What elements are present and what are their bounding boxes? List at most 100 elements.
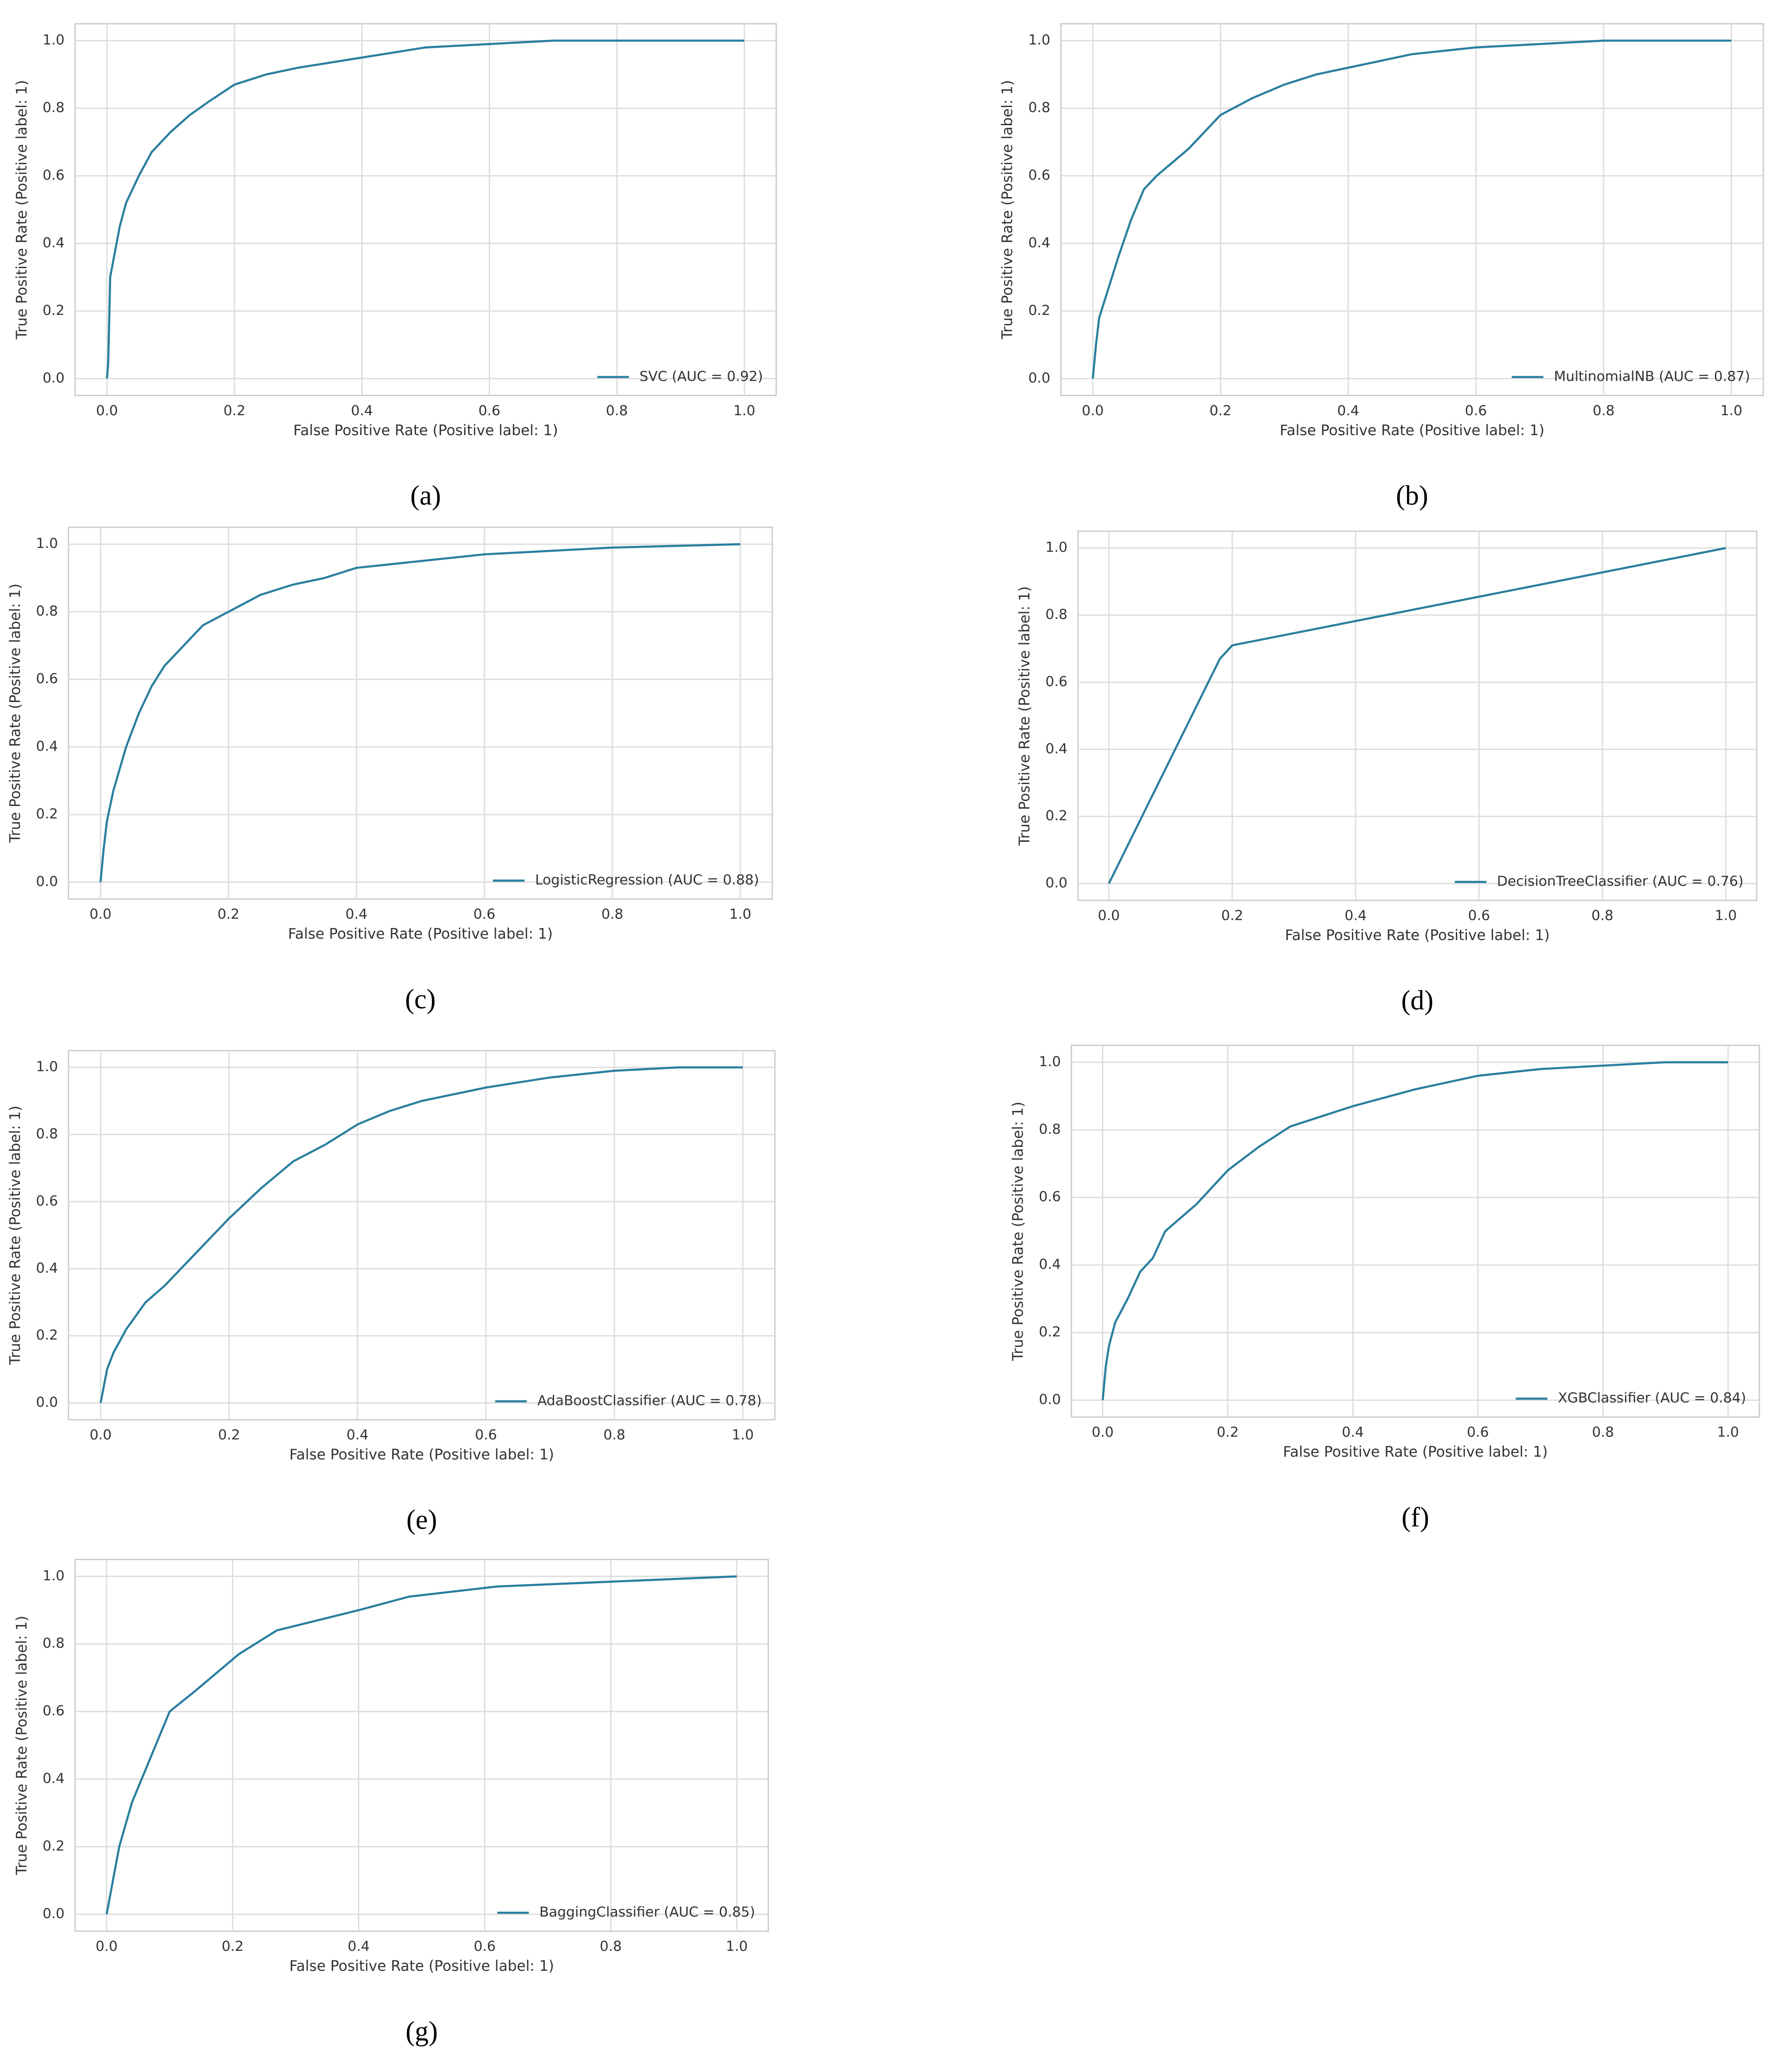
- x-tick-label: 0.4: [1345, 908, 1367, 923]
- y-tick-label: 0.0: [1039, 1392, 1061, 1408]
- y-tick-label: 0.6: [1039, 1189, 1061, 1205]
- y-axis-label: True Positive Rate (Positive label: 1): [13, 1615, 30, 1875]
- y-tick-label: 0.4: [1039, 1257, 1061, 1272]
- x-tick-label: 0.0: [1098, 908, 1120, 923]
- y-tick-label: 0.6: [43, 1703, 65, 1719]
- x-tick-label: 0.0: [1082, 403, 1104, 419]
- legend-label: AdaBoostClassifier (AUC = 0.78): [537, 1393, 762, 1409]
- x-tick-label: 0.6: [1467, 1424, 1489, 1440]
- plot-area: [1071, 1045, 1760, 1418]
- y-tick-label: 0.0: [36, 1394, 58, 1410]
- y-tick-label: 0.0: [43, 370, 65, 386]
- y-tick-label: 0.4: [43, 1771, 65, 1787]
- x-axis-label: False Positive Rate (Positive label: 1): [289, 1957, 554, 1974]
- y-tick-label: 0.6: [36, 1193, 58, 1209]
- caption: (f): [1401, 1502, 1429, 1532]
- y-tick-label: 0.4: [1045, 741, 1067, 757]
- x-tick-label: 0.6: [474, 1939, 496, 1954]
- x-tick-label: 0.2: [218, 1427, 240, 1443]
- x-tick-label: 0.6: [475, 1427, 497, 1443]
- roc-curve: [1108, 547, 1726, 884]
- y-axis-label: True Positive Rate (Positive label: 1): [1009, 1102, 1026, 1361]
- y-tick-label: 0.8: [36, 604, 58, 619]
- y-tick-label: 0.2: [43, 1838, 65, 1854]
- chart-panel: 0.0 0.2 0.4 0.6 0.8 1.0 0.0 0.2 0.4 0.6 0.8 1.0 Fals…: [6, 1050, 776, 1535]
- x-tick-label: 0.8: [606, 403, 628, 419]
- roc-curve: [1102, 1061, 1728, 1400]
- x-axis-label: False Positive Rate (Positive label: 1): [288, 925, 553, 943]
- x-tick-label: 0.2: [1217, 1424, 1239, 1440]
- y-tick-label: 0.8: [1045, 607, 1067, 623]
- roc-curve: [1092, 39, 1732, 379]
- x-tick-label: 0.4: [348, 1939, 370, 1954]
- y-tick-label: 0.8: [1028, 100, 1051, 116]
- chart-panel: 0.0 0.2 0.4 0.6 0.8 1.0 0.0 0.2 0.4 0.6 0.8 1.0 Fals…: [1009, 1045, 1760, 1532]
- x-tick-label: 0.2: [224, 403, 246, 419]
- x-tick-label: 0.8: [1593, 403, 1615, 419]
- y-tick-label: 1.0: [1028, 32, 1051, 48]
- y-tick-label: 1.0: [43, 1568, 65, 1584]
- legend-label: LogisticRegression (AUC = 0.88): [535, 872, 759, 888]
- plot-area: [68, 526, 773, 900]
- x-tick-label: 0.2: [1221, 908, 1244, 923]
- legend-label: DecisionTreeClassifier (AUC = 0.76): [1497, 874, 1743, 889]
- legend-label: XGBClassifier (AUC = 0.84): [1558, 1390, 1746, 1406]
- y-tick-label: 0.2: [1028, 303, 1051, 319]
- y-axis-label: True Positive Rate (Positive label: 1): [6, 584, 24, 843]
- y-tick-label: 0.2: [1039, 1324, 1061, 1340]
- x-tick-label: 0.0: [1092, 1424, 1114, 1440]
- x-tick-label: 0.6: [479, 403, 501, 419]
- x-axis-label: False Positive Rate (Positive label: 1): [1280, 422, 1545, 439]
- y-tick-label: 0.2: [43, 303, 65, 319]
- x-tick-label: 0.4: [1342, 1424, 1364, 1440]
- x-tick-label: 0.8: [601, 907, 623, 923]
- y-tick-label: 0.6: [36, 671, 58, 687]
- x-tick-label: 0.0: [96, 403, 118, 419]
- x-axis-label: False Positive Rate (Positive label: 1): [1285, 927, 1550, 944]
- x-tick-label: 0.4: [347, 1427, 369, 1443]
- roc-curve: [105, 1575, 737, 1915]
- x-tick-label: 0.0: [90, 1427, 112, 1443]
- y-tick-label: 1.0: [1045, 540, 1067, 555]
- x-tick-label: 0.8: [600, 1939, 622, 1954]
- x-tick-label: 0.2: [217, 907, 240, 923]
- y-tick-label: 0.8: [43, 1635, 65, 1651]
- x-tick-label: 0.2: [222, 1939, 244, 1954]
- y-tick-label: 0.4: [1028, 235, 1051, 251]
- y-axis-label: True Positive Rate (Positive label: 1): [6, 1105, 24, 1365]
- x-tick-label: 0.0: [89, 907, 112, 923]
- chart-panel: 0.0 0.2 0.4 0.6 0.8 1.0 0.0 0.2 0.4 0.6 0.8 1.0 Fals…: [6, 526, 773, 1015]
- chart-panel: 0.0 0.2 0.4 0.6 0.8 1.0 0.0 0.2 0.4 0.6 0.8 1.0 Fals…: [13, 23, 777, 511]
- x-tick-label: 0.8: [1592, 1424, 1614, 1440]
- x-tick-label: 1.0: [1720, 403, 1743, 419]
- x-tick-label: 0.4: [1337, 403, 1360, 419]
- x-axis-label: False Positive Rate (Positive label: 1): [289, 1446, 554, 1463]
- caption: (c): [405, 984, 436, 1015]
- roc-curve: [99, 1066, 743, 1404]
- x-tick-label: 1.0: [1717, 1424, 1739, 1440]
- y-tick-label: 0.8: [36, 1126, 58, 1142]
- caption: (e): [406, 1505, 437, 1535]
- x-tick-label: 0.6: [473, 907, 495, 923]
- y-tick-label: 0.8: [43, 100, 65, 116]
- y-tick-label: 0.6: [43, 167, 65, 183]
- roc-curve: [99, 543, 740, 883]
- chart-panel: 0.0 0.2 0.4 0.6 0.8 1.0 0.0 0.2 0.4 0.6 0.8 1.0 Fals…: [13, 1559, 769, 2047]
- x-tick-label: 0.2: [1209, 403, 1232, 419]
- caption: (a): [410, 481, 441, 511]
- x-axis-label: False Positive Rate (Positive label: 1): [1283, 1443, 1548, 1460]
- y-axis-label: True Positive Rate (Positive label: 1): [13, 80, 30, 339]
- x-tick-label: 0.8: [1591, 908, 1614, 923]
- caption: (g): [406, 2016, 438, 2047]
- legend-label: MultinomialNB (AUC = 0.87): [1554, 368, 1750, 384]
- roc-curve: [106, 39, 744, 379]
- y-tick-label: 0.4: [36, 1260, 58, 1276]
- x-tick-label: 1.0: [729, 907, 751, 923]
- y-tick-label: 0.6: [1028, 167, 1051, 183]
- legend-label: BaggingClassifier (AUC = 0.85): [539, 1905, 755, 1920]
- y-tick-label: 0.8: [1039, 1121, 1061, 1137]
- y-tick-label: 0.2: [36, 1327, 58, 1343]
- x-tick-label: 0.6: [1468, 908, 1490, 923]
- x-tick-label: 1.0: [733, 403, 755, 419]
